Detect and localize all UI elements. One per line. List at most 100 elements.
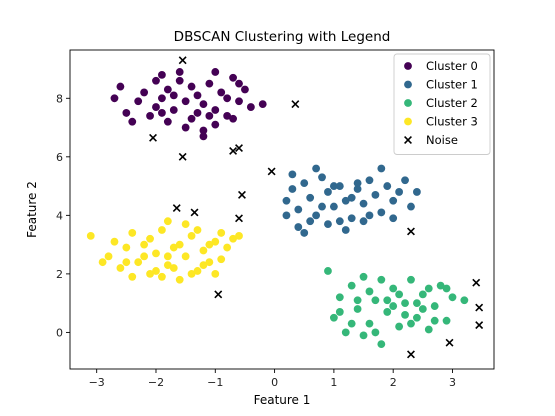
- cluster-point: [312, 164, 320, 173]
- cluster-point: [335, 308, 344, 316]
- cluster-point: [353, 296, 362, 305]
- legend-label: Noise: [426, 133, 458, 147]
- x-axis-label: Feature 1: [254, 393, 311, 407]
- noise-point: [214, 290, 223, 299]
- cluster-point: [146, 234, 154, 243]
- x-tick-label: 2: [390, 376, 397, 389]
- cluster-point: [389, 284, 398, 293]
- cluster-point: [146, 111, 154, 120]
- cluster-point: [288, 170, 297, 179]
- cluster-point: [187, 82, 196, 91]
- cluster-point: [418, 290, 427, 299]
- cluster-point: [436, 281, 445, 290]
- cluster-point: [442, 316, 451, 325]
- cluster-point: [104, 252, 113, 261]
- cluster-point: [282, 211, 291, 220]
- legend-label: Cluster 0: [426, 59, 478, 73]
- cluster-point: [407, 275, 415, 284]
- cluster-point: [318, 173, 326, 182]
- cluster-point: [122, 109, 131, 117]
- cluster-point: [169, 106, 178, 114]
- cluster-point: [152, 76, 160, 85]
- cluster-point: [122, 243, 131, 252]
- cluster-point: [413, 313, 421, 322]
- cluster-point: [223, 243, 232, 252]
- cluster-point: [169, 91, 178, 100]
- y-axis-label: Feature 2: [25, 181, 39, 238]
- cluster-point: [353, 185, 362, 193]
- cluster-point: [181, 97, 190, 106]
- cluster-point: [217, 229, 226, 237]
- cluster-point: [335, 217, 344, 226]
- noise-point: [235, 144, 243, 153]
- cluster-point: [401, 299, 409, 308]
- cluster-point: [199, 126, 208, 135]
- cluster-point: [324, 188, 332, 196]
- cluster-point: [140, 88, 149, 97]
- cluster-point: [430, 316, 439, 325]
- cluster-point: [300, 179, 309, 188]
- cluster-point: [86, 231, 95, 240]
- cluster-point: [306, 217, 315, 226]
- cluster-point: [211, 269, 220, 278]
- cluster-point: [181, 252, 190, 261]
- noise-point: [407, 350, 415, 359]
- cluster-point: [413, 299, 421, 308]
- y-tick-label: 8: [56, 92, 63, 105]
- cluster-point: [347, 319, 356, 328]
- cluster-point: [199, 261, 208, 270]
- cluster-point: [229, 73, 237, 82]
- cluster-point: [229, 114, 237, 123]
- cluster-point: [353, 179, 362, 188]
- noise-point: [407, 227, 415, 236]
- cluster-point: [383, 296, 392, 305]
- legend: Cluster 0 Cluster 1 Cluster 2 Cluster 3 Nois…: [393, 53, 491, 155]
- cluster-point: [229, 234, 237, 243]
- x-tick-label: −3: [89, 376, 105, 389]
- noise-point: [472, 278, 481, 287]
- cluster-point: [341, 196, 350, 205]
- cluster-point: [146, 269, 154, 278]
- cluster-point: [205, 111, 214, 120]
- cluster-point: [246, 103, 255, 111]
- cluster-point: [163, 85, 172, 94]
- axis-ticks: −3 −2 −1 0 1 2 3 0 2 4 6 8: [56, 92, 456, 389]
- y-tick-label: 6: [56, 151, 63, 164]
- cluster-point: [365, 319, 374, 328]
- legend-marker: [404, 80, 412, 89]
- chart-title: DBSCAN Clustering with Legend: [174, 29, 391, 45]
- cluster-point: [424, 325, 433, 334]
- cluster-point: [181, 123, 190, 132]
- plot-area: [86, 56, 484, 359]
- cluster-point: [371, 190, 380, 199]
- cluster-point: [460, 296, 469, 305]
- x-tick-label: 3: [449, 376, 456, 389]
- cluster-point: [329, 182, 338, 190]
- cluster-point: [448, 293, 457, 302]
- cluster-point: [335, 293, 344, 302]
- noise-point: [172, 204, 181, 213]
- cluster-point: [193, 226, 202, 234]
- legend-box: [393, 53, 491, 155]
- cluster-point: [116, 264, 125, 272]
- noise-point: [235, 214, 243, 223]
- cluster-point: [300, 229, 309, 237]
- cluster-point: [217, 88, 226, 97]
- cluster-point: [193, 91, 202, 100]
- cluster-point: [128, 229, 137, 237]
- cluster-point: [377, 208, 386, 217]
- noise-point: [291, 100, 300, 109]
- cluster-point: [235, 97, 243, 106]
- legend-label: Cluster 1: [426, 78, 478, 92]
- cluster-point: [442, 284, 451, 293]
- x-tick-label: 1: [330, 376, 337, 389]
- cluster-point: [152, 103, 160, 111]
- cluster-point: [152, 249, 160, 258]
- cluster-point: [163, 252, 172, 261]
- cluster-point: [377, 275, 386, 284]
- cluster-point: [341, 328, 350, 337]
- cluster-point: [324, 220, 332, 229]
- cluster-point: [223, 111, 232, 120]
- cluster-point: [306, 193, 315, 202]
